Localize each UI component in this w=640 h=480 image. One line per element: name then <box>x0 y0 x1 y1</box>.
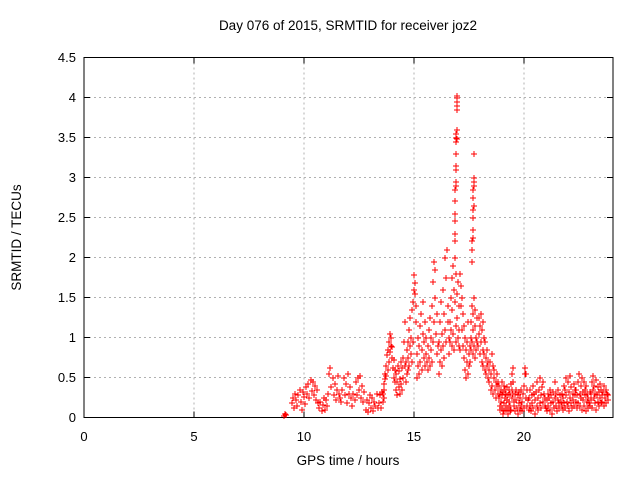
plot-border <box>83 57 614 418</box>
y-tick-label: 2 <box>69 250 76 265</box>
y-tick-label: 4 <box>69 90 76 105</box>
y-axis-label: SRMTID / TECUs <box>9 184 24 291</box>
scatter-points <box>281 93 611 419</box>
x-tick-label: 15 <box>407 429 421 444</box>
x-tick-label: 0 <box>80 429 87 444</box>
chart-title: Day 076 of 2015, SRMTID for receiver joz… <box>219 18 477 33</box>
y-tick-label: 2.5 <box>58 210 76 225</box>
axis-ticks <box>83 57 613 418</box>
y-tick-label: 1.5 <box>58 290 76 305</box>
x-axis-label: GPS time / hours <box>297 453 400 468</box>
y-tick-label: 3.5 <box>58 130 76 145</box>
x-tick-label: 5 <box>190 429 197 444</box>
y-tick-label: 0 <box>69 410 76 425</box>
grid-lines <box>83 57 613 418</box>
tick-labels: 0 5 10 15 20 0 0.5 1 1.5 2 2.5 3 3.5 4 4.5 <box>58 50 531 444</box>
x-tick-label: 20 <box>517 429 531 444</box>
y-tick-label: 1 <box>69 330 76 345</box>
y-tick-label: 3 <box>69 170 76 185</box>
x-tick-label: 10 <box>297 429 311 444</box>
y-tick-label: 0.5 <box>58 370 76 385</box>
y-tick-label: 4.5 <box>58 50 76 65</box>
